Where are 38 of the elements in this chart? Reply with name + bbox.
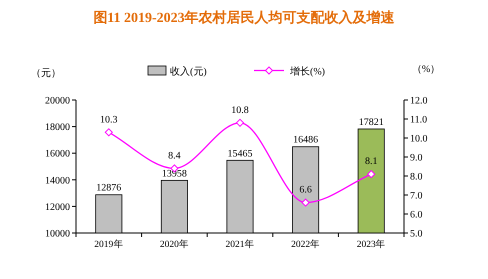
y2-tick-label: 11.0 xyxy=(410,114,428,126)
data-label: 10.3 xyxy=(100,114,118,126)
y2-tick-label: 6.0 xyxy=(410,210,422,220)
point xyxy=(302,198,310,207)
y-tick-label: 20000 xyxy=(45,96,70,106)
data-label: 17821 xyxy=(358,116,384,128)
y-axis-title: （元） xyxy=(31,68,61,79)
x-tick-label: 2023年 xyxy=(356,238,386,250)
point xyxy=(236,118,244,127)
data-label: 8.1 xyxy=(364,156,378,168)
y2-tick-label: 7.0 xyxy=(410,190,422,202)
y-tick-label: 18000 xyxy=(45,122,70,134)
point xyxy=(104,128,113,136)
y2-tick-label: 10.0 xyxy=(410,134,428,144)
y-tick-label: 10000 xyxy=(45,228,70,240)
y2-tick-label: 8.0 xyxy=(410,172,422,182)
x-tick-label: 2019年 xyxy=(94,238,124,250)
y-tick-label: 16000 xyxy=(45,148,70,160)
x-tick-label: 2022年 xyxy=(291,238,320,250)
y2-tick-label: 9.0 xyxy=(410,152,422,164)
data-label: 16486 xyxy=(293,134,318,146)
y-tick-label: 14000 xyxy=(45,175,70,186)
legend-label: 收入(元) xyxy=(170,66,207,78)
x-tick-label: 2021年 xyxy=(226,238,254,250)
y-tick-label: 12000 xyxy=(45,202,70,213)
data-label: 10.8 xyxy=(231,104,249,116)
y2-axis-title: （%） xyxy=(412,64,440,75)
data-label: 8.4 xyxy=(168,150,181,162)
point xyxy=(367,170,376,178)
data-label: 15465 xyxy=(228,148,252,160)
chart-title: 图11 2019-2023年农村居民人均可支配收入及增速 xyxy=(93,10,396,26)
y2-tick-label: 12.0 xyxy=(410,96,428,106)
y2-tick-label: 5.0 xyxy=(410,228,422,240)
data-label: 13958 xyxy=(162,168,187,180)
data-label: 6.6 xyxy=(299,184,312,196)
x-tick-label: 2020年 xyxy=(160,238,189,250)
data-label: 12876 xyxy=(96,182,122,194)
legend-label: 增长(%) xyxy=(289,66,325,78)
